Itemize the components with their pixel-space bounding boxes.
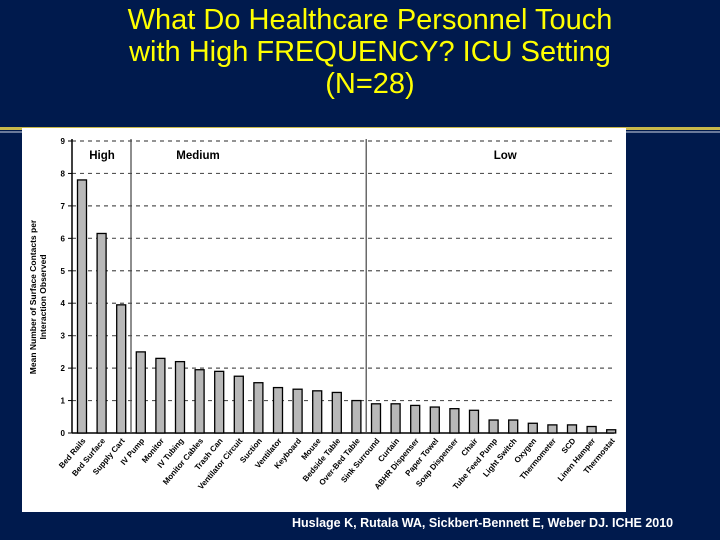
citation: Huslage K, Rutala WA, Sickbert-Bennett E…: [292, 516, 674, 530]
bar: [468, 409, 480, 434]
bar: [508, 419, 519, 434]
bar: [488, 419, 499, 434]
y-tick-label: 6: [61, 234, 66, 243]
bar: [233, 375, 244, 434]
bar: [96, 232, 107, 434]
y-tick-label: 5: [61, 267, 66, 276]
bar: [76, 179, 88, 434]
bar: [272, 386, 284, 434]
bar: [547, 424, 558, 434]
y-tick-label: 9: [61, 137, 66, 146]
bar: [292, 388, 303, 434]
bar: [410, 404, 421, 434]
bar: [214, 370, 225, 434]
bar: [116, 304, 127, 434]
y-tick-label: 1: [61, 397, 66, 406]
y-tick-label: 8: [61, 169, 66, 178]
bar: [253, 382, 264, 434]
bar: [390, 403, 401, 434]
y-tick-label: 2: [61, 364, 66, 373]
y-tick-label: 3: [61, 332, 66, 341]
bar: [606, 429, 617, 434]
title-line-2: with High FREQUENCY? ICU Setting: [129, 36, 611, 68]
bar: [135, 351, 146, 434]
bar: [527, 422, 538, 434]
bar: [370, 403, 382, 434]
slide-title: What Do Healthcare Personnel Touch with …: [40, 4, 700, 100]
bar: [566, 424, 578, 434]
bar: [449, 408, 460, 434]
y-tick-label: 0: [61, 429, 66, 438]
bar: [312, 390, 323, 434]
bar: [429, 406, 440, 434]
bar: [351, 399, 362, 434]
bar-chart: 0 1 2 3 4 5 6 7 8 9 Mean Number of Surface Contact…: [28, 137, 617, 491]
y-axis-label: Mean Number of Surface Contacts perInter…: [28, 219, 48, 374]
title-line-3: (N=28): [325, 68, 415, 100]
y-tick-label: 7: [61, 202, 66, 211]
bar: [155, 357, 166, 434]
y-tick-label: 4: [61, 299, 66, 308]
bar: [174, 360, 186, 434]
bar: [586, 425, 597, 434]
title-line-1: What Do Healthcare Personnel Touch: [127, 4, 613, 36]
region-label: High: [89, 150, 115, 162]
bar: [331, 391, 342, 434]
x-tick-label: SCD: [560, 436, 578, 455]
bar: [194, 369, 205, 434]
chart-panel: 0 1 2 3 4 5 6 7 8 9 Mean Number of Surface Contact…: [22, 128, 626, 512]
region-label: Medium: [176, 150, 219, 162]
region-label: Low: [494, 150, 517, 162]
